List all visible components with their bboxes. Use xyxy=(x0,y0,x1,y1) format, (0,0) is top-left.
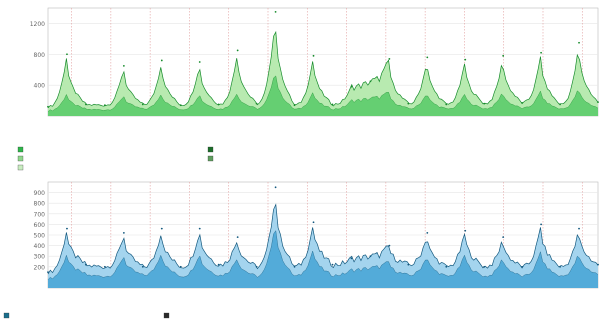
y-tick-label: 700 xyxy=(34,211,46,218)
series-1-base-area xyxy=(48,230,598,288)
y-tick-label: 400 xyxy=(34,83,46,90)
data-point xyxy=(369,255,372,258)
series-0-line xyxy=(47,30,599,109)
y-tick-label: 900 xyxy=(34,190,46,197)
data-point xyxy=(540,223,543,226)
data-point xyxy=(85,263,87,266)
y-tick-label: 400 xyxy=(34,243,46,250)
chart-bottom-plot: 200 300 400 500 600 700 800 900 xyxy=(34,181,599,289)
data-point xyxy=(122,231,125,234)
data-point xyxy=(47,271,49,273)
data-point xyxy=(217,263,220,266)
data-point xyxy=(464,229,467,232)
chart-top-panel: 400 800 1200 xyxy=(17,7,599,171)
chart-bottom-panel: 200 300 400 500 600 700 800 900 xyxy=(3,181,599,319)
chart-top-plot: 400 800 1200 xyxy=(30,7,599,117)
data-point xyxy=(293,265,296,268)
data-point xyxy=(597,263,599,266)
data-point xyxy=(85,103,87,106)
data-point xyxy=(198,227,201,230)
chart-top-legend xyxy=(17,146,214,171)
data-point xyxy=(350,85,353,88)
legend-swatch xyxy=(17,155,24,162)
legend-swatch xyxy=(17,164,24,171)
data-point xyxy=(369,80,372,83)
data-point xyxy=(559,103,561,106)
data-point xyxy=(160,59,163,62)
data-point xyxy=(521,265,524,268)
data-point xyxy=(255,265,258,268)
legend-swatch xyxy=(17,146,24,153)
chart-bottom-legend xyxy=(3,312,170,319)
data-point xyxy=(483,265,486,268)
data-point xyxy=(312,221,315,224)
data-point xyxy=(103,265,106,268)
data-point xyxy=(66,227,68,230)
data-point xyxy=(445,103,448,106)
data-point xyxy=(445,265,448,268)
y-tick-label: 800 xyxy=(34,52,46,59)
data-point xyxy=(388,58,391,60)
data-point xyxy=(160,227,163,230)
data-point xyxy=(331,103,334,106)
data-point xyxy=(540,51,543,54)
series-1-base-line xyxy=(47,230,599,280)
data-point xyxy=(464,58,467,61)
data-point xyxy=(179,104,182,107)
y-tick-label: 600 xyxy=(34,222,46,229)
data-point xyxy=(521,101,524,104)
data-point xyxy=(578,227,580,230)
data-point xyxy=(47,105,49,108)
data-point xyxy=(122,64,125,67)
y-tick-label: 800 xyxy=(34,201,46,208)
y-tick-label: 500 xyxy=(34,233,46,240)
series-0-base-area xyxy=(48,75,598,116)
data-point xyxy=(502,54,505,57)
data-point xyxy=(483,102,486,105)
data-point xyxy=(255,102,258,105)
data-point xyxy=(407,263,410,266)
data-point xyxy=(502,236,505,239)
series-0-base-line xyxy=(47,75,599,112)
y-tick-label: 200 xyxy=(34,264,46,271)
data-point xyxy=(141,103,144,106)
data-point xyxy=(407,102,410,105)
data-point xyxy=(66,53,68,56)
data-point xyxy=(350,257,353,260)
data-point xyxy=(312,54,315,57)
data-point xyxy=(103,104,106,107)
series-0-area xyxy=(48,32,598,116)
data-point xyxy=(198,61,201,63)
legend-swatch xyxy=(3,312,10,319)
y-tick-label: 1200 xyxy=(30,21,45,28)
series-1-line xyxy=(47,203,599,275)
data-point xyxy=(274,186,277,189)
data-point xyxy=(236,49,239,52)
legend-swatch xyxy=(207,155,214,162)
data-point xyxy=(426,231,429,234)
data-point xyxy=(559,265,561,268)
data-point xyxy=(426,56,429,59)
legend-swatch xyxy=(163,312,170,319)
data-point xyxy=(141,265,144,268)
data-point xyxy=(217,103,220,106)
data-point xyxy=(179,265,182,268)
legend-swatch xyxy=(207,146,214,153)
data-point xyxy=(293,104,296,107)
data-point xyxy=(388,244,391,247)
data-point xyxy=(331,263,334,266)
y-tick-label: 300 xyxy=(34,254,46,261)
data-point xyxy=(274,10,277,13)
data-point xyxy=(597,101,599,104)
data-point xyxy=(578,41,580,44)
data-point xyxy=(236,236,239,239)
